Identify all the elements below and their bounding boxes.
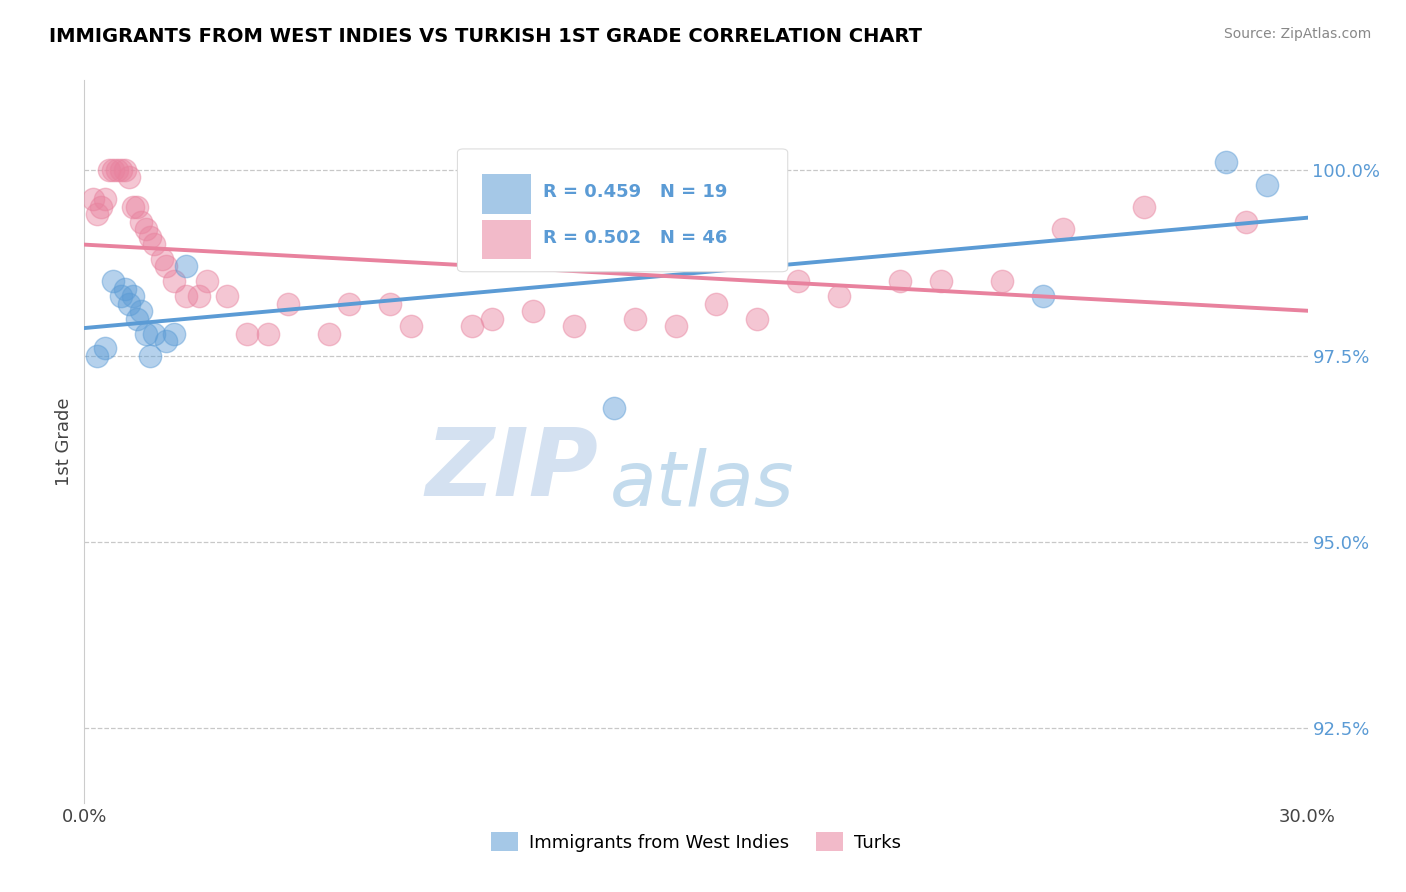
Point: [277, 297, 299, 311]
Point: [110, 162, 132, 177]
Point: [163, 326, 186, 341]
Y-axis label: 1st Grade: 1st Grade: [55, 397, 73, 486]
Point: [131, 215, 153, 229]
Point: [624, 311, 647, 326]
Point: [1032, 289, 1054, 303]
Point: [163, 274, 186, 288]
Legend: Immigrants from West Indies, Turks: Immigrants from West Indies, Turks: [484, 825, 908, 859]
Point: [138, 349, 160, 363]
Point: [174, 289, 197, 303]
Text: R = 0.502   N = 46: R = 0.502 N = 46: [543, 228, 727, 247]
Point: [217, 289, 239, 303]
Text: IMMIGRANTS FROM WEST INDIES VS TURKISH 1ST GRADE CORRELATION CHART: IMMIGRANTS FROM WEST INDIES VS TURKISH 1…: [49, 27, 922, 45]
Point: [97, 162, 120, 177]
Point: [114, 162, 136, 177]
Point: [86, 349, 108, 363]
Point: [195, 274, 218, 288]
Point: [105, 162, 128, 177]
Point: [991, 274, 1014, 288]
Text: Source: ZipAtlas.com: Source: ZipAtlas.com: [1223, 27, 1371, 41]
Point: [787, 274, 810, 288]
Point: [101, 162, 124, 177]
Point: [110, 289, 132, 303]
Point: [828, 289, 851, 303]
Point: [118, 170, 141, 185]
Text: atlas: atlas: [610, 448, 794, 522]
Point: [1236, 215, 1258, 229]
Point: [93, 193, 115, 207]
Point: [101, 274, 124, 288]
Point: [118, 297, 141, 311]
Point: [122, 200, 145, 214]
Text: ZIP: ZIP: [425, 425, 598, 516]
Point: [155, 334, 177, 348]
Point: [889, 274, 911, 288]
Point: [1215, 155, 1237, 169]
Point: [481, 311, 503, 326]
Point: [318, 326, 340, 341]
Point: [93, 342, 115, 356]
Point: [114, 282, 136, 296]
Point: [399, 319, 422, 334]
Point: [155, 260, 177, 274]
Point: [339, 297, 361, 311]
Point: [131, 304, 153, 318]
Point: [706, 297, 728, 311]
Point: [603, 401, 626, 415]
FancyBboxPatch shape: [457, 149, 787, 272]
Point: [142, 237, 165, 252]
Bar: [482, 174, 531, 214]
Point: [82, 193, 104, 207]
Point: [1256, 178, 1278, 192]
Point: [122, 289, 145, 303]
Point: [142, 326, 165, 341]
Point: [127, 200, 149, 214]
Point: [138, 229, 160, 244]
Point: [90, 200, 112, 214]
Point: [127, 311, 149, 326]
Point: [1133, 200, 1156, 214]
Point: [135, 326, 157, 341]
Point: [187, 289, 209, 303]
Point: [461, 319, 484, 334]
Point: [747, 311, 769, 326]
Point: [522, 304, 544, 318]
Point: [236, 326, 259, 341]
Bar: [482, 219, 531, 260]
Point: [174, 260, 197, 274]
Point: [135, 222, 157, 236]
Point: [1052, 222, 1074, 236]
Point: [257, 326, 280, 341]
Point: [380, 297, 402, 311]
Text: R = 0.459   N = 19: R = 0.459 N = 19: [543, 183, 727, 202]
Point: [562, 319, 585, 334]
Point: [150, 252, 173, 266]
Point: [665, 319, 688, 334]
Point: [929, 274, 952, 288]
Point: [86, 207, 108, 221]
